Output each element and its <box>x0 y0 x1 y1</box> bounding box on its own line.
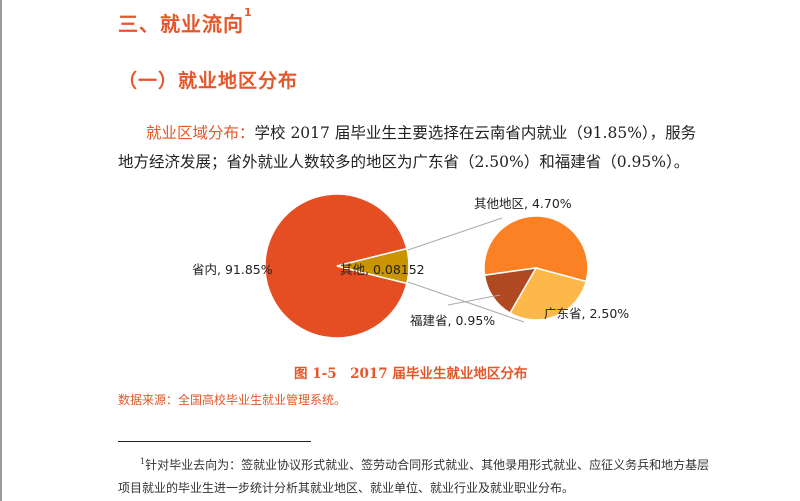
slice-qita <box>336 247 410 285</box>
footnote-marker: 1 <box>140 457 146 466</box>
label-fujian: 福建省, 0.95% <box>410 313 496 328</box>
footnote-text: 针对毕业去向为：签就业协议形式就业、签劳动合同形式就业、其他录用形式就业、应征义… <box>118 458 710 495</box>
slice-qita-diqu <box>483 215 589 283</box>
chart-svg <box>264 193 589 339</box>
fujian-leader-line <box>447 294 501 306</box>
data-source: 数据来源：全国高校毕业生就业管理系统。 <box>118 393 347 407</box>
figure-caption: 图 1-5 2017 届毕业生就业地区分布 <box>294 366 528 382</box>
connector-line-top <box>407 217 503 251</box>
section-title-text: 三、就业流向 <box>118 12 244 36</box>
body-paragraph: 就业区域分布：学校 2017 届毕业生主要选择在云南省内就业（91.85%），服… <box>118 119 708 177</box>
subsection-title: （一）就业地区分布 <box>118 70 299 92</box>
slice-fujian <box>483 267 538 315</box>
label-qita: 其他, 0.08152 <box>340 262 425 277</box>
pie-of-pie-chart: 省内, 91.85% 其他, 0.08152 其他地区, 4.70% 广东省, … <box>170 185 650 345</box>
label-guangdong: 广东省, 2.50% <box>544 306 630 321</box>
section-title: 三、就业流向1 <box>118 6 253 37</box>
footnote-ref: 1 <box>244 6 253 19</box>
paragraph-text: 学校 2017 届毕业生主要选择在云南省内就业（91.85%），服务地方经济发展… <box>118 124 697 171</box>
slice-shengnei <box>264 193 408 339</box>
paragraph-lead: 就业区域分布： <box>146 124 255 142</box>
label-shengnei: 省内, 91.85% <box>192 262 273 277</box>
label-qita-diqu: 其他地区, 4.70% <box>474 196 572 211</box>
footnote: 1针对毕业去向为：签就业协议形式就业、签劳动合同形式就业、其他录用形式就业、应征… <box>118 450 718 500</box>
page-left-border <box>0 0 2 501</box>
footnote-divider <box>118 441 311 442</box>
